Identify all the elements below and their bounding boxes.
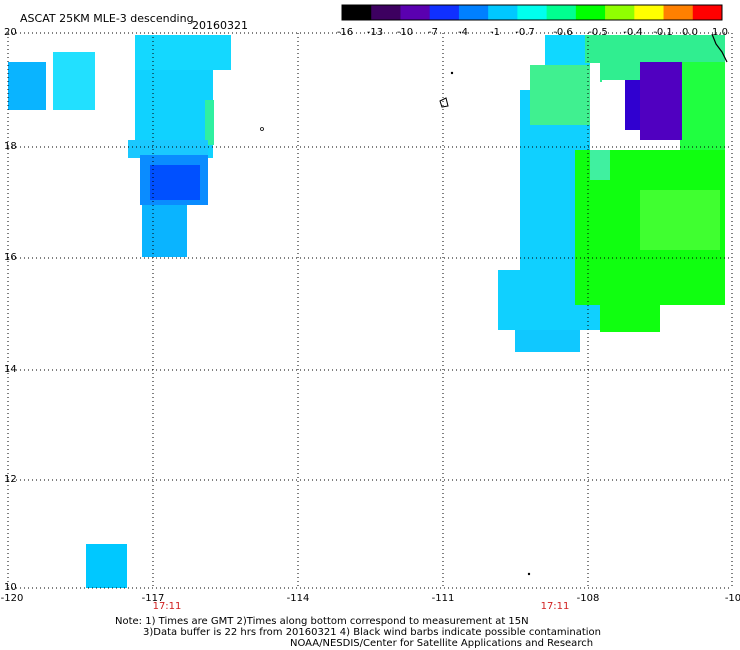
- data-patch: [640, 190, 720, 250]
- note-line-2: 3)Data buffer is 22 hrs from 20160321 4)…: [143, 627, 601, 638]
- data-patch: [515, 330, 580, 352]
- colorbar-cell: [371, 5, 401, 20]
- colorbar-cell: [342, 5, 372, 20]
- colorbar-cell: [605, 5, 635, 20]
- data-patch: [53, 52, 95, 110]
- latitude-label: 20: [4, 27, 17, 38]
- colorbar-label: -1: [490, 27, 500, 38]
- map-title: ASCAT 25KM MLE-3 descending: [20, 12, 194, 25]
- colorbar: [341, 4, 723, 21]
- colorbar-cell: [546, 5, 577, 20]
- colorbar-cell: [400, 5, 431, 20]
- colorbar-label: -0.1: [653, 27, 673, 38]
- longitude-label: -114: [286, 593, 310, 604]
- colorbar-label: 0.0: [682, 27, 698, 38]
- colorbar-label: -7: [428, 27, 438, 38]
- island: [450, 71, 454, 75]
- colorbar-cell: [575, 5, 606, 20]
- colorbar-cell: [634, 5, 665, 20]
- coastline: [711, 33, 728, 63]
- colorbar-label: -13: [366, 27, 384, 38]
- longitude-label: -117: [141, 593, 165, 604]
- island: [527, 572, 531, 576]
- data-patch: [205, 100, 214, 145]
- colorbar-label: -0.7: [515, 27, 535, 38]
- longitude-label: -108: [576, 593, 600, 604]
- island: [260, 127, 264, 131]
- colorbar-cell: [517, 5, 548, 20]
- latitude-label: 18: [4, 141, 17, 152]
- note-line-3: NOAA/NESDIS/Center for Satellite Applica…: [290, 638, 594, 649]
- data-patch: [585, 35, 725, 63]
- colorbar-label: 1.0: [712, 27, 728, 38]
- colorbar-label: -0.4: [623, 27, 643, 38]
- colorbar-cell: [663, 5, 694, 20]
- time-label: 17:11: [540, 601, 570, 612]
- colorbar-label: -0.5: [588, 27, 608, 38]
- note-line-1: Note: 1) Times are GMT 2)Times along bot…: [115, 616, 529, 627]
- colorbar-label: -4: [458, 27, 468, 38]
- latitude-label: 14: [4, 364, 17, 375]
- data-patch: [530, 65, 590, 125]
- colorbar-label: -0.6: [553, 27, 573, 38]
- colorbar-cell: [488, 5, 518, 20]
- colorbar-border: [341, 4, 723, 21]
- data-patch: [640, 62, 682, 140]
- colorbar-cell: [458, 5, 489, 20]
- latitude-label: 12: [4, 474, 17, 485]
- longitude-label: -120: [0, 593, 24, 604]
- data-patch: [545, 35, 590, 70]
- data-patch: [8, 62, 46, 110]
- latitude-label: 10: [4, 582, 17, 593]
- data-patch: [590, 150, 610, 180]
- colorbar-cell: [692, 5, 723, 20]
- colorbar-cell: [429, 5, 460, 20]
- data-patch: [135, 35, 231, 70]
- data-patch: [600, 300, 660, 332]
- map-date: 20160321: [192, 19, 248, 32]
- time-label: 17:11: [152, 601, 182, 612]
- data-patch: [625, 80, 643, 130]
- data-patch: [600, 62, 640, 82]
- longitude-label: -111: [431, 593, 455, 604]
- data-patch: [128, 140, 208, 158]
- data-patch: [86, 544, 127, 588]
- island: [439, 97, 449, 108]
- data-patch: [680, 62, 725, 152]
- wind-data-layer: [8, 35, 725, 588]
- data-patch: [150, 165, 200, 200]
- longitude-label: -10: [724, 593, 740, 604]
- latitude-label: 16: [4, 252, 17, 263]
- colorbar-label: -16: [336, 27, 354, 38]
- colorbar-label: -10: [396, 27, 414, 38]
- data-patch: [142, 205, 187, 257]
- graticule: [7, 32, 733, 589]
